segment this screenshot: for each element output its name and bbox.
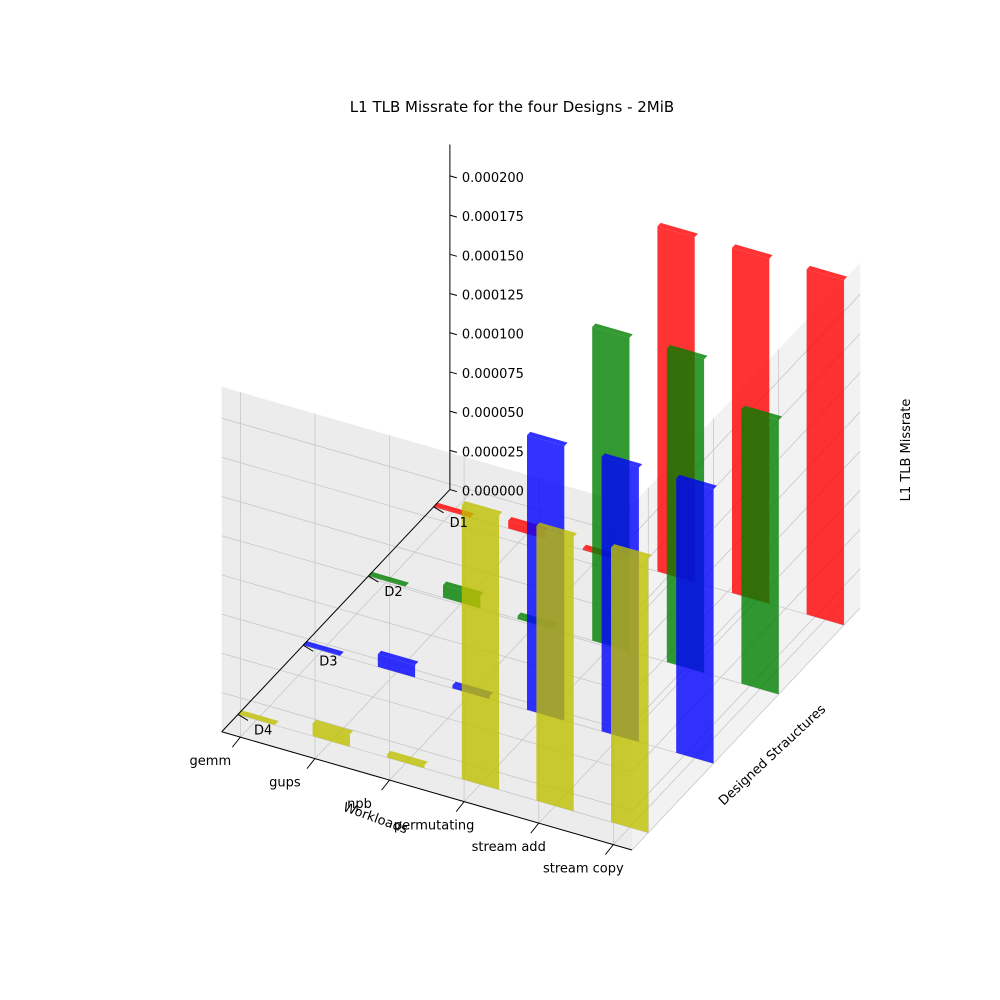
- z-tick: [449, 332, 458, 336]
- bar: [676, 478, 714, 764]
- bar-top: [592, 323, 633, 338]
- x-tick: [306, 758, 316, 769]
- y-tick-label: D4: [254, 723, 272, 738]
- z-tick-label: 0.000125: [462, 289, 524, 304]
- bar-top: [657, 222, 698, 238]
- bar: [387, 754, 425, 769]
- z-tick-label: 0.000075: [462, 367, 524, 382]
- bar-top: [377, 650, 419, 665]
- x-tick-label: stream copy: [543, 862, 624, 877]
- bar-top: [741, 405, 782, 420]
- bar: [238, 713, 276, 726]
- x-tick: [231, 736, 241, 748]
- bar: [536, 526, 574, 812]
- y-axis-line: [221, 489, 451, 733]
- bar: [303, 644, 341, 656]
- bar-top: [611, 544, 652, 559]
- bar: [461, 504, 500, 790]
- z-tick-label: 0.000050: [462, 406, 524, 421]
- bar-top: [666, 345, 708, 360]
- z-tick: [449, 489, 458, 493]
- bar-top: [732, 244, 773, 259]
- x-tick: [455, 801, 465, 812]
- x-axis-line: [221, 731, 633, 851]
- bar-top: [303, 641, 344, 656]
- bar-top: [676, 474, 717, 490]
- bar-top: [387, 750, 428, 766]
- y-tick-label: D3: [319, 654, 337, 669]
- x-tick-label: permutating: [394, 819, 475, 834]
- z-tick: [449, 175, 458, 179]
- bar-top: [368, 571, 409, 586]
- bar: [806, 269, 844, 626]
- y-tick: [368, 575, 379, 583]
- bar-top: [461, 501, 503, 516]
- bar-top: [536, 522, 577, 537]
- z-tick-label: 0.000025: [462, 445, 524, 460]
- z-tick-label: 0.000100: [462, 328, 524, 343]
- x-tick-label: npb: [347, 797, 372, 812]
- z-axis-label: L1 TLB Missrate: [899, 399, 914, 502]
- z-tick-label: 0.000000: [462, 485, 524, 500]
- bar-top: [806, 265, 848, 281]
- x-tick-label: gups: [269, 776, 301, 791]
- x-tick-label: gemm: [190, 754, 232, 769]
- z-tick-label: 0.000200: [462, 171, 524, 186]
- z-tick: [449, 449, 458, 453]
- y-tick-label: D1: [450, 516, 468, 531]
- z-tick-label: 0.000150: [462, 249, 524, 264]
- chart-title: L1 TLB Missrate for the four Designs - 2…: [350, 98, 674, 116]
- y-tick: [237, 714, 249, 721]
- y-tick: [302, 644, 314, 652]
- plot-area: gemm gups npb permutating stream add stream c…: [190, 144, 861, 877]
- bar-top: [312, 719, 354, 735]
- y-tick-label: D2: [384, 585, 402, 600]
- bar: [377, 654, 416, 678]
- x-tick: [530, 822, 540, 834]
- x-tick: [604, 844, 614, 855]
- bar-top: [527, 431, 568, 447]
- x-tick: [381, 779, 390, 791]
- bar: [611, 547, 649, 833]
- z-tick: [449, 214, 458, 218]
- z-tick: [449, 293, 458, 297]
- bar-top: [238, 710, 279, 725]
- bar: [433, 506, 471, 518]
- bar: [368, 575, 406, 587]
- z-tick: [449, 410, 458, 414]
- bar: [741, 409, 779, 695]
- z-tick: [449, 253, 458, 257]
- bar-top: [601, 453, 643, 468]
- z-tick: [449, 371, 458, 375]
- bar: [312, 723, 350, 747]
- z-tick-label: 0.000175: [462, 210, 524, 225]
- y-tick: [433, 506, 444, 514]
- x-tick-label: stream add: [472, 840, 546, 855]
